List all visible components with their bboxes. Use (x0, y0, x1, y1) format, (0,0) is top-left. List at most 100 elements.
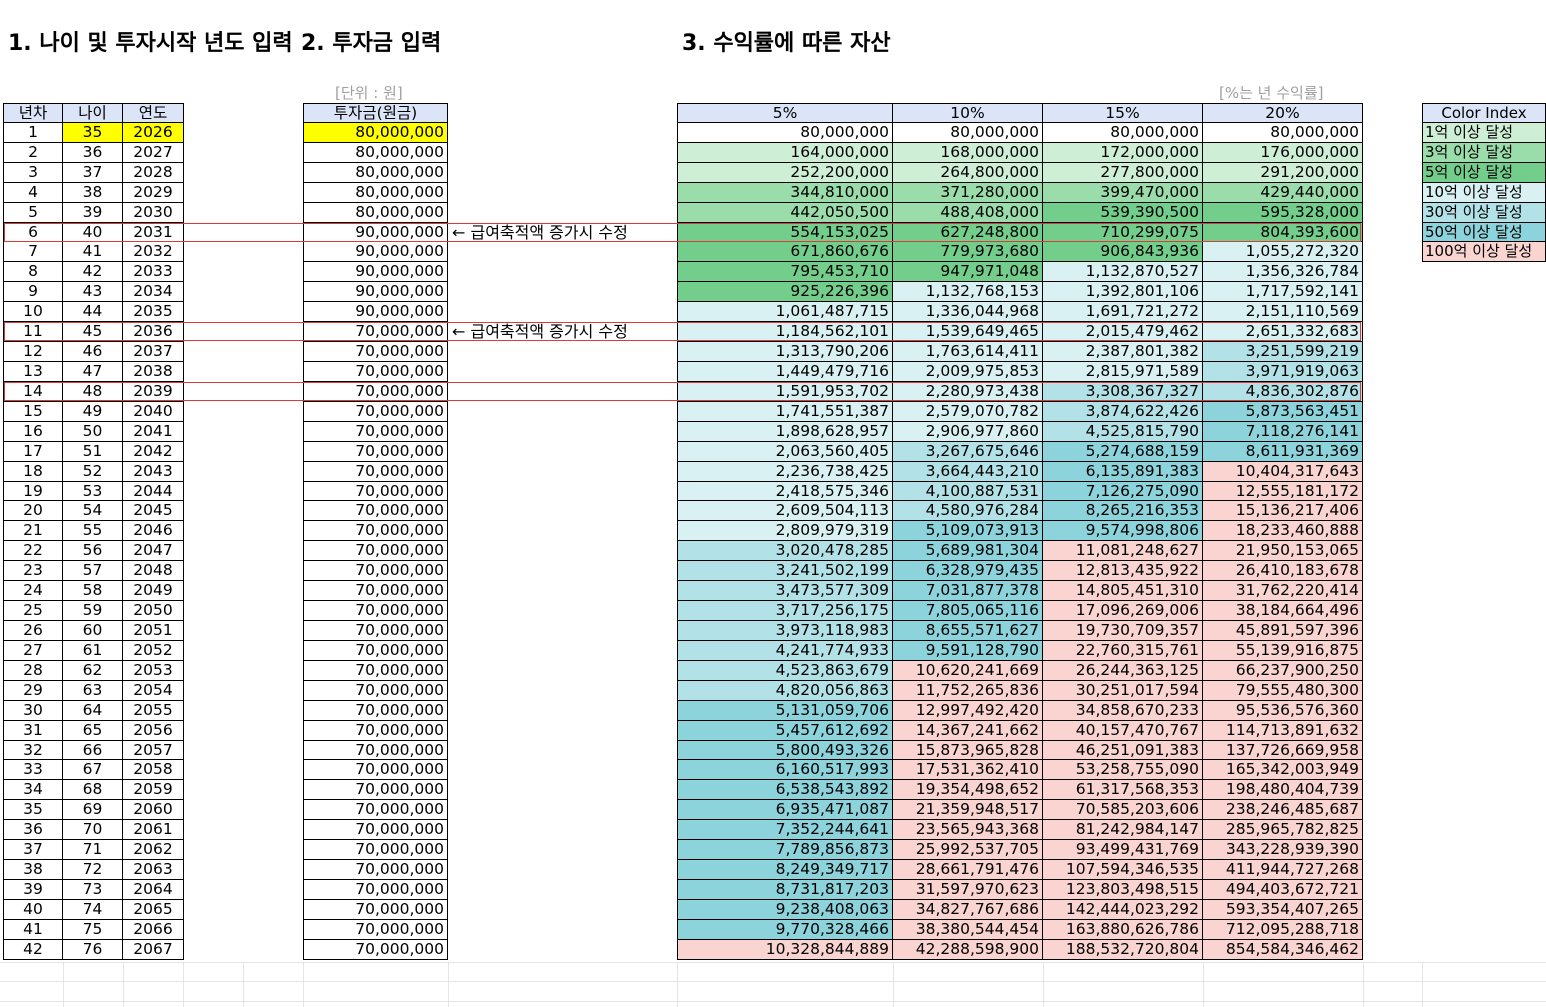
investment-cell[interactable]: 70,000,000 (303, 919, 448, 940)
table-cell[interactable]: 2038 (123, 361, 184, 382)
table-cell[interactable]: 53 (63, 481, 123, 502)
table-cell[interactable]: 2057 (123, 740, 184, 761)
asset-cell[interactable]: 925,226,396 (677, 282, 893, 303)
asset-cell[interactable]: 4,836,302,876 (1203, 381, 1363, 402)
table-cell[interactable]: 2047 (123, 541, 184, 562)
asset-cell[interactable]: 4,820,056,863 (677, 680, 893, 701)
investment-cell[interactable]: 90,000,000 (303, 242, 448, 263)
asset-cell[interactable]: 15,873,965,828 (893, 740, 1043, 761)
asset-cell[interactable]: 5,131,059,706 (677, 700, 893, 721)
table-cell[interactable]: 64 (63, 700, 123, 721)
table-cell[interactable]: 37 (63, 162, 123, 183)
investment-cell[interactable]: 80,000,000 (303, 122, 448, 143)
asset-cell[interactable]: 80,000,000 (1203, 122, 1363, 143)
asset-cell[interactable]: 2,418,575,346 (677, 481, 893, 502)
asset-cell[interactable]: 165,342,003,949 (1203, 760, 1363, 781)
asset-cell[interactable]: 3,874,622,426 (1043, 401, 1203, 422)
asset-cell[interactable]: 277,800,000 (1043, 162, 1203, 183)
table-cell[interactable]: 2058 (123, 760, 184, 781)
table-cell[interactable]: 9 (3, 282, 63, 303)
asset-cell[interactable]: 906,843,936 (1043, 242, 1203, 263)
asset-cell[interactable]: 6,135,891,383 (1043, 461, 1203, 482)
table-cell[interactable]: 70 (63, 820, 123, 841)
asset-cell[interactable]: 2,609,504,113 (677, 501, 893, 522)
table-cell[interactable]: 67 (63, 760, 123, 781)
table-cell[interactable]: 63 (63, 680, 123, 701)
investment-cell[interactable]: 70,000,000 (303, 441, 448, 462)
asset-cell[interactable]: 142,444,023,292 (1043, 899, 1203, 920)
table-cell[interactable]: 8 (3, 262, 63, 283)
asset-cell[interactable]: 2,815,971,589 (1043, 361, 1203, 382)
table-cell[interactable]: 50 (63, 421, 123, 442)
investment-cell[interactable]: 70,000,000 (303, 620, 448, 641)
asset-cell[interactable]: 1,539,649,465 (893, 322, 1043, 343)
asset-cell[interactable]: 1,356,326,784 (1203, 262, 1363, 283)
table-cell[interactable]: 26 (3, 620, 63, 641)
asset-cell[interactable]: 671,860,676 (677, 242, 893, 263)
table-cell[interactable]: 2053 (123, 660, 184, 681)
asset-cell[interactable]: 7,031,877,378 (893, 581, 1043, 602)
table-cell[interactable]: 3 (3, 162, 63, 183)
asset-cell[interactable]: 854,584,346,462 (1203, 939, 1363, 960)
investment-cell[interactable]: 70,000,000 (303, 601, 448, 621)
asset-cell[interactable]: 2,151,110,569 (1203, 302, 1363, 323)
table-cell[interactable]: 56 (63, 541, 123, 562)
asset-cell[interactable]: 8,249,349,717 (677, 860, 893, 880)
asset-cell[interactable]: 17,096,269,006 (1043, 601, 1203, 621)
asset-cell[interactable]: 2,280,973,438 (893, 381, 1043, 402)
table-cell[interactable]: 2044 (123, 481, 184, 502)
table-cell[interactable]: 2048 (123, 561, 184, 582)
investment-cell[interactable]: 70,000,000 (303, 820, 448, 841)
asset-cell[interactable]: 168,000,000 (893, 142, 1043, 163)
asset-cell[interactable]: 95,536,576,360 (1203, 700, 1363, 721)
table-cell[interactable]: 36 (63, 142, 123, 163)
asset-cell[interactable]: 593,354,407,265 (1203, 899, 1363, 920)
asset-cell[interactable]: 6,328,979,435 (893, 561, 1043, 582)
asset-cell[interactable]: 9,238,408,063 (677, 899, 893, 920)
asset-cell[interactable]: 2,015,479,462 (1043, 322, 1203, 343)
table-cell[interactable]: 28 (3, 660, 63, 681)
asset-cell[interactable]: 7,789,856,873 (677, 840, 893, 861)
table-cell[interactable]: 51 (63, 441, 123, 462)
asset-cell[interactable]: 26,410,183,678 (1203, 561, 1363, 582)
asset-cell[interactable]: 14,367,241,662 (893, 720, 1043, 741)
asset-cell[interactable]: 4,241,774,933 (677, 640, 893, 661)
investment-cell[interactable]: 90,000,000 (303, 262, 448, 283)
table-cell[interactable]: 62 (63, 660, 123, 681)
table-cell[interactable]: 18 (3, 461, 63, 482)
table-cell[interactable]: 19 (3, 481, 63, 502)
rate-header[interactable]: 15% (1043, 103, 1203, 123)
asset-cell[interactable]: 399,470,000 (1043, 182, 1203, 203)
asset-cell[interactable]: 6,538,543,892 (677, 780, 893, 801)
asset-cell[interactable]: 238,246,485,687 (1203, 800, 1363, 821)
asset-cell[interactable]: 19,730,709,357 (1043, 620, 1203, 641)
investment-cell[interactable]: 70,000,000 (303, 640, 448, 661)
table-cell[interactable]: 73 (63, 879, 123, 900)
table-cell[interactable]: 2046 (123, 521, 184, 542)
asset-cell[interactable]: 31,762,220,414 (1203, 581, 1363, 602)
table-cell[interactable]: 17 (3, 441, 63, 462)
table-cell[interactable]: 68 (63, 780, 123, 801)
table-cell[interactable]: 1 (3, 122, 63, 143)
asset-cell[interactable]: 1,313,790,206 (677, 342, 893, 362)
column-header[interactable]: 나이 (63, 103, 123, 123)
investment-cell[interactable]: 90,000,000 (303, 222, 448, 243)
asset-cell[interactable]: 252,200,000 (677, 162, 893, 183)
investment-cell[interactable]: 70,000,000 (303, 700, 448, 721)
table-cell[interactable]: 12 (3, 342, 63, 362)
asset-cell[interactable]: 2,387,801,382 (1043, 342, 1203, 362)
asset-cell[interactable]: 1,055,272,320 (1203, 242, 1363, 263)
asset-cell[interactable]: 7,352,244,641 (677, 820, 893, 841)
table-cell[interactable]: 46 (63, 342, 123, 362)
table-cell[interactable]: 38 (3, 860, 63, 880)
asset-cell[interactable]: 2,906,977,860 (893, 421, 1043, 442)
investment-cell[interactable]: 80,000,000 (303, 202, 448, 223)
asset-cell[interactable]: 5,109,073,913 (893, 521, 1043, 542)
table-cell[interactable]: 2055 (123, 700, 184, 721)
asset-cell[interactable]: 7,805,065,116 (893, 601, 1043, 621)
table-cell[interactable]: 35 (3, 800, 63, 821)
asset-cell[interactable]: 2,063,560,405 (677, 441, 893, 462)
asset-cell[interactable]: 8,611,931,369 (1203, 441, 1363, 462)
asset-cell[interactable]: 2,809,979,319 (677, 521, 893, 542)
table-cell[interactable]: 58 (63, 581, 123, 602)
